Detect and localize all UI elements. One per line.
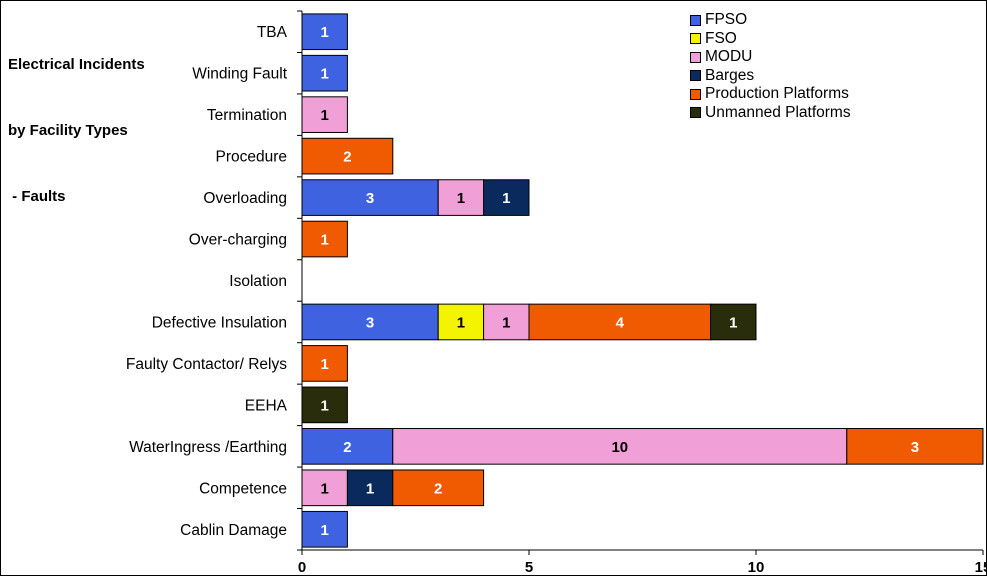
data-label: 1 — [321, 480, 329, 497]
bar-segment — [483, 303, 530, 341]
data-label: 1 — [321, 232, 329, 249]
legend-label: MODU — [705, 48, 753, 66]
bar-segment — [301, 137, 394, 175]
data-label: 3 — [366, 190, 374, 207]
x-tick-label: 5 — [525, 559, 533, 576]
legend-label: Barges — [705, 66, 755, 84]
legend-swatch — [690, 14, 701, 26]
bar-segment — [301, 510, 348, 548]
y-tick-label: Faulty Contactor/ Relys — [126, 356, 287, 373]
data-label: 1 — [457, 314, 465, 331]
data-label: 1 — [502, 314, 510, 331]
y-tick-label: Isolation — [229, 273, 287, 290]
bar-segment — [846, 428, 984, 465]
y-tick-label: Termination — [207, 107, 287, 124]
chart-title-line-3: - Faults — [8, 188, 66, 205]
data-label: 1 — [321, 66, 329, 83]
y-tick-label: EEHA — [245, 397, 288, 414]
legend-item: Production Platforms — [690, 85, 851, 104]
bar-segment — [710, 303, 757, 341]
legend-item: FSO — [690, 30, 851, 49]
data-label: 1 — [502, 190, 510, 207]
data-label: 2 — [434, 480, 442, 497]
bar-segment — [528, 303, 712, 341]
data-label: 3 — [911, 439, 919, 456]
legend-swatch — [690, 88, 701, 100]
y-tick-label: TBA — [257, 24, 288, 41]
bar-segment — [301, 13, 348, 51]
data-label: 1 — [321, 24, 329, 41]
legend-swatch — [690, 70, 701, 82]
data-label: 4 — [616, 314, 625, 331]
data-label: 1 — [729, 314, 737, 331]
data-label: 3 — [366, 314, 374, 331]
bar-segment — [346, 469, 394, 507]
chart-title-line-1: Electrical Incidents — [8, 56, 145, 73]
y-tick-label: Competence — [199, 480, 287, 497]
bar-segment — [301, 54, 348, 92]
y-tick-label: Cablin Damage — [180, 522, 287, 539]
chart-title: Electrical Incidents by Facility Types -… — [8, 10, 145, 230]
y-tick-label: Winding Fault — [192, 66, 287, 83]
legend-label: FSO — [705, 29, 737, 47]
legend-item: MODU — [690, 48, 851, 67]
bar-segment — [483, 179, 530, 216]
data-label: 1 — [321, 522, 329, 539]
x-tick-label: 0 — [298, 559, 306, 576]
legend-label: Unmanned Platforms — [705, 103, 851, 121]
bar-segment — [301, 220, 348, 258]
data-label: 1 — [457, 190, 465, 207]
y-tick-label: Over-charging — [189, 232, 287, 249]
legend-item: FPSO — [690, 11, 851, 30]
data-label: 1 — [321, 356, 329, 373]
chart-title-line-2: by Facility Types — [8, 122, 128, 139]
data-label: 1 — [321, 397, 329, 414]
legend-swatch — [690, 33, 701, 45]
chart-legend: FPSO FSO MODU Barges Production Platforms Unm… — [690, 11, 851, 122]
bar-segment — [392, 469, 485, 507]
bar-segment — [301, 428, 394, 465]
y-tick-label: WaterIngress /Earthing — [129, 439, 287, 456]
legend-item: Unmanned Platforms — [690, 104, 851, 123]
data-label: 10 — [611, 439, 628, 456]
x-tick-label: 10 — [748, 559, 765, 576]
data-label: 1 — [321, 107, 329, 124]
bar-segment — [301, 386, 348, 424]
legend-label: FPSO — [705, 11, 748, 29]
bar-segment — [437, 303, 485, 341]
legend-swatch — [690, 51, 701, 63]
y-tick-label: Procedure — [215, 149, 287, 166]
legend-label: Production Platforms — [705, 85, 849, 103]
y-tick-label: Overloading — [203, 190, 287, 207]
legend-item: Barges — [690, 67, 851, 86]
bar-segment — [301, 96, 348, 133]
bar-segment — [437, 179, 485, 216]
data-label: 2 — [343, 439, 351, 456]
y-tick-label: Defective Insulation — [152, 314, 287, 331]
bar-segment — [392, 428, 848, 465]
legend-swatch — [690, 107, 701, 119]
x-tick-label: 15 — [975, 559, 987, 576]
data-label: 2 — [343, 149, 351, 166]
data-label: 1 — [366, 480, 374, 497]
